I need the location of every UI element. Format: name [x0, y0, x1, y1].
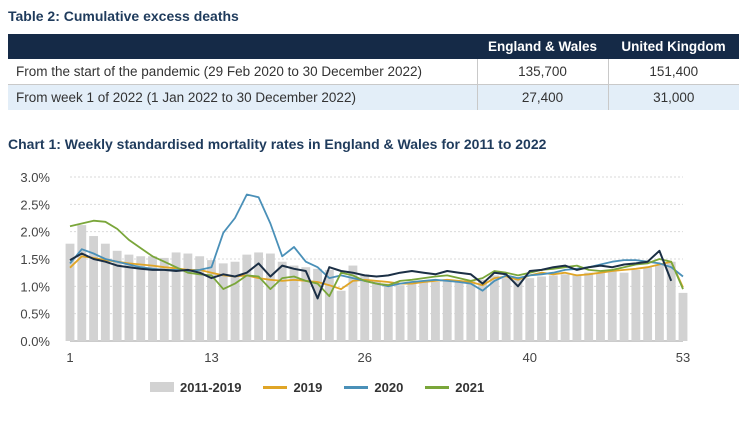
bar-2011-2019 — [183, 253, 193, 341]
bar-2011-2019 — [607, 271, 617, 341]
bar-2011-2019 — [560, 274, 570, 341]
table-header-united-kingdom: United Kingdom — [608, 34, 739, 59]
row-united-kingdom-value: 151,400 — [607, 59, 739, 85]
x-tick-label: 26 — [357, 350, 371, 365]
series-line-2019 — [69, 255, 684, 291]
bar-2011-2019 — [442, 280, 452, 341]
bar-2011-2019 — [324, 269, 334, 341]
bar-2011-2019 — [466, 280, 476, 341]
bar-2011-2019 — [419, 281, 429, 341]
row-england-wales-value: 135,700 — [476, 59, 608, 85]
legend-item-2020: 2020 — [344, 380, 403, 395]
table-header-england-wales: England & Wales — [477, 34, 608, 59]
legend-label: 2019 — [293, 379, 323, 395]
table-row: From week 1 of 2022 (1 Jan 2022 to 30 De… — [8, 84, 739, 110]
bar-2011-2019 — [537, 276, 546, 341]
bar-2011-2019 — [136, 256, 146, 341]
table-row: From the start of the pandemic (29 Feb 2… — [8, 59, 739, 85]
bar-2011-2019 — [65, 243, 75, 341]
bar-2011-2019 — [407, 283, 417, 341]
legend-label: 2020 — [374, 379, 404, 395]
bar-2011-2019 — [513, 279, 523, 341]
y-tick-label: 0.0% — [20, 334, 50, 349]
bar-2011-2019 — [655, 264, 664, 341]
bar-2011-2019 — [666, 261, 676, 341]
legend-label: 2011-2019 — [180, 379, 242, 395]
x-tick-label: 13 — [204, 350, 218, 365]
legend-swatch-line — [425, 385, 450, 389]
bar-2011-2019 — [124, 254, 134, 341]
bar-2011-2019 — [89, 236, 98, 341]
bar-2011-2019 — [289, 265, 299, 341]
bar-2011-2019 — [678, 292, 688, 341]
bar-2011-2019 — [501, 278, 511, 341]
y-tick-label: 1.0% — [20, 279, 50, 294]
legend-item-2019: 2019 — [263, 380, 322, 395]
row-label: From week 1 of 2022 (1 Jan 2022 to 30 De… — [8, 84, 477, 110]
x-tick-label: 1 — [66, 350, 73, 365]
table-header-row: England & Wales United Kingdom — [8, 34, 739, 59]
bar-2011-2019 — [619, 272, 629, 341]
bar-2011-2019 — [548, 275, 558, 341]
bar-2011-2019 — [336, 290, 346, 341]
bar-2011-2019 — [242, 254, 252, 341]
bar-2011-2019 — [431, 281, 440, 341]
bar-2011-2019 — [301, 267, 311, 341]
bar-2011-2019 — [454, 281, 464, 341]
bar-2011-2019 — [372, 280, 381, 341]
bar-2011-2019 — [383, 283, 393, 341]
table-header-blank — [8, 34, 477, 59]
bar-2011-2019 — [478, 279, 488, 341]
bar-2011-2019 — [112, 250, 122, 341]
bar-2011-2019 — [254, 252, 264, 341]
y-tick-label: 2.5% — [20, 197, 50, 212]
bar-2011-2019 — [395, 285, 405, 341]
y-tick-label: 0.5% — [20, 307, 50, 322]
bar-2011-2019 — [159, 257, 169, 341]
legend-swatch-line — [344, 385, 369, 389]
bar-2011-2019 — [572, 274, 582, 341]
bar-2011-2019 — [489, 275, 499, 341]
bar-2011-2019 — [77, 225, 87, 341]
bar-2011-2019 — [584, 272, 594, 341]
bar-2011-2019 — [596, 272, 605, 341]
legend-item-2021: 2021 — [425, 380, 484, 395]
y-tick-label: 2.0% — [20, 225, 50, 240]
row-united-kingdom-value: 31,000 — [607, 84, 739, 110]
bar-2011-2019 — [218, 263, 228, 341]
x-tick-label: 53 — [676, 350, 690, 365]
table-title: Table 2: Cumulative excess deaths — [8, 8, 239, 24]
bar-2011-2019 — [348, 265, 358, 341]
y-tick-label: 3.0% — [20, 170, 50, 185]
bar-2011-2019 — [265, 253, 275, 341]
bar-2011-2019 — [525, 278, 535, 341]
legend-item-2011-2019: 2011-2019 — [150, 380, 241, 395]
bar-2011-2019 — [313, 268, 322, 341]
bar-2011-2019 — [631, 269, 641, 341]
x-tick-label: 40 — [523, 350, 537, 365]
chart-legend: 2011-2019 2019 2020 2021 — [150, 377, 506, 397]
series-line-2021 — [69, 219, 684, 298]
legend-label: 2021 — [455, 379, 485, 395]
bar-2011-2019 — [207, 260, 216, 341]
bar-2011-2019 — [171, 252, 181, 341]
bar-2011-2019 — [230, 261, 240, 341]
bar-2011-2019 — [100, 243, 110, 341]
row-label: From the start of the pandemic (29 Feb 2… — [8, 59, 477, 85]
bar-2011-2019 — [643, 267, 653, 341]
chart-title: Chart 1: Weekly standardised mortality r… — [8, 136, 547, 152]
bar-2011-2019 — [360, 274, 370, 341]
series-line-2022 — [69, 249, 673, 300]
bar-2011-2019 — [277, 261, 287, 341]
row-england-wales-value: 27,400 — [476, 84, 608, 110]
excess-deaths-table: England & Wales United Kingdom From the … — [8, 34, 739, 110]
y-tick-label: 1.5% — [20, 252, 50, 267]
bar-2011-2019 — [195, 256, 205, 341]
legend-swatch-bar — [150, 382, 174, 392]
bar-2011-2019 — [148, 256, 157, 341]
legend-swatch-line — [263, 385, 288, 389]
